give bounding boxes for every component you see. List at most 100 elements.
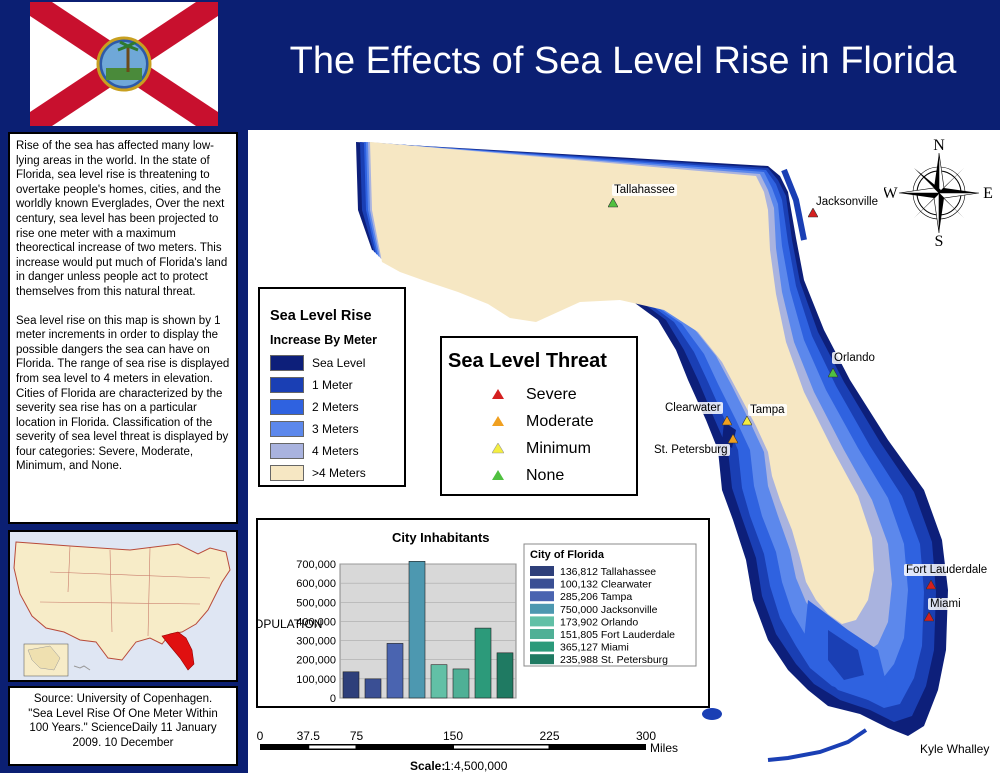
chart-bar-tallahassee: [342, 671, 360, 699]
chart-ytick-label: 600,000: [296, 578, 336, 590]
swatch-4m: [270, 443, 304, 459]
swatch-gt4m: [270, 465, 304, 481]
legend-rise-item: 1 Meter: [270, 377, 353, 397]
city-marker-clearwater[interactable]: [722, 416, 732, 426]
us-locator-map: [8, 530, 238, 682]
chart-legend-swatch: [530, 616, 554, 627]
compass-rose-icon: N S E W: [882, 137, 993, 250]
chart-ytick-label: 0: [330, 693, 336, 705]
swatch-sea-level: [270, 355, 304, 371]
city-label-fort-lauderdale: Fort Lauderdale: [904, 564, 990, 576]
city-marker-tampa[interactable]: [742, 416, 752, 426]
city-label-tampa: Tampa: [748, 404, 787, 416]
florida-flag-icon: [30, 2, 218, 126]
florida-map: [356, 142, 948, 762]
scale-ratio: 1:4,500,000: [444, 759, 508, 773]
chart-legend-label: 235,988 St. Petersburg: [560, 654, 668, 666]
source-line: "Sea Level Rise Of One Meter Within: [28, 707, 218, 720]
chart-ytick-label: 700,000: [296, 559, 336, 571]
city-marker-st-petersburg[interactable]: [728, 434, 738, 444]
scale-tick-label: 300: [636, 729, 656, 743]
swatch-1m: [270, 377, 304, 393]
scale-bar-track: [260, 744, 646, 750]
compass-w: W: [884, 185, 898, 202]
compass-rose: N S E W: [882, 136, 994, 251]
author-credit: Kyle Whalley: [920, 742, 990, 756]
legend-sea-level-threat: Sea Level Threat Severe Moderate Minimum…: [440, 336, 638, 496]
city-marker-fort-lauderdale[interactable]: [926, 580, 936, 590]
title-panel: The Effects of Sea Level Rise in Florida: [246, 0, 1000, 128]
chart-legend-swatch: [530, 654, 554, 665]
city-label-miami: Miami: [928, 598, 963, 610]
chart-bar-tampa: [386, 643, 404, 699]
triangle-none-icon: [492, 470, 504, 480]
chart-ytick-label: 500,000: [296, 597, 336, 609]
city-label-st-petersburg: St. Petersburg: [652, 444, 730, 456]
swatch-2m: [270, 399, 304, 415]
chart-legend-label: 151,805 Fort Lauderdale: [560, 629, 675, 641]
scale-tick-label: 37.5: [297, 729, 321, 743]
scale-tick-label: 75: [350, 729, 364, 743]
chart-ytick-label: 400,000: [296, 616, 336, 628]
chart-legend-swatch: [530, 578, 554, 589]
scale-unit: Miles: [650, 741, 678, 755]
city-inhabitants-chart: City Inhabitants POPULATION 0 100,000 200,…: [248, 518, 710, 708]
chart-legend-label: 365,127 Miami: [560, 642, 629, 654]
triangle-severe-icon: [492, 389, 504, 399]
city-marker-miami[interactable]: [924, 612, 934, 622]
us-map-icon: [10, 532, 236, 680]
compass-n: N: [933, 137, 945, 154]
scale-label: Scale:: [410, 759, 445, 773]
chart-bar-st-petersburg: [496, 652, 514, 699]
chart-ytick-label: 300,000: [296, 636, 336, 648]
chart-ytick-label: 200,000: [296, 655, 336, 667]
legend-sea-level-rise: Sea Level Rise Increase By Meter Sea Lev…: [258, 287, 406, 487]
city-marker-tallahassee[interactable]: [608, 198, 618, 208]
city-marker-orlando[interactable]: [828, 368, 838, 378]
city-label-tallahassee: Tallahassee: [612, 184, 677, 196]
description-panel: Rise of the sea has affected many low-ly…: [8, 132, 238, 524]
source-line: Source: University of Copenhagen.: [33, 693, 213, 705]
chart-legend-swatch: [530, 629, 554, 639]
chart-title: City Inhabitants: [392, 530, 490, 545]
chart-bar-clearwater: [364, 678, 382, 699]
chart-legend-swatch: [530, 566, 554, 576]
city-label-orlando: Orlando: [832, 352, 877, 364]
legend-threat-title: Sea Level Threat: [448, 350, 607, 372]
scale-bar: 0 37.5 75 150 225 300 Miles Scale: 1:4,500,00…: [257, 729, 678, 773]
scale-tick-label: 0: [257, 729, 264, 743]
flag-panel: [0, 0, 246, 128]
chart-bar-fort-lauderdale: [452, 668, 470, 699]
city-marker-jacksonville[interactable]: [808, 208, 818, 218]
description-paragraph: Sea level rise on this map is shown by 1…: [16, 314, 230, 473]
chart-legend-swatch: [530, 603, 554, 614]
legend-rise-title: Sea Level Rise: [270, 308, 372, 324]
swatch-3m: [270, 421, 304, 437]
scale-tick-label: 150: [443, 729, 463, 743]
chart-legend-label: 173,902 Orlando: [560, 616, 638, 628]
city-label-jacksonville: Jacksonville: [814, 196, 880, 208]
source-line: 2009. 10 December: [72, 736, 174, 749]
city-label-clearwater: Clearwater: [663, 402, 723, 414]
compass-e: E: [983, 185, 993, 202]
source-line: 100 Years." ScienceDaily 11 January: [29, 722, 217, 734]
chart-legend-swatch: [530, 591, 554, 602]
chart-bar-orlando: [430, 664, 448, 699]
chart-legend-title: City of Florida: [530, 549, 605, 561]
dry-land: [370, 142, 874, 624]
chart-legend-label: 285,206 Tampa: [560, 591, 632, 603]
legend-rise-item: Sea Level: [270, 355, 365, 375]
map-title: The Effects of Sea Level Rise in Florida: [289, 40, 957, 82]
description-paragraph: Rise of the sea has affected many low-ly…: [16, 140, 228, 298]
chart-legend-swatch: [530, 641, 554, 652]
chart-bar-jacksonville: [408, 561, 426, 699]
scale-tick-label: 225: [539, 729, 559, 743]
scale-bar-segment: [454, 745, 549, 749]
legend-rise-item: >4 Meters: [270, 465, 366, 485]
triangle-minimum-icon: [492, 443, 504, 454]
scale-bar-segment: [309, 745, 356, 749]
source-panel: Source: University of Copenhagen. "Sea L…: [8, 686, 238, 766]
main-map-panel: Tallahassee Jacksonville Orlando Clearwa…: [246, 128, 1000, 773]
legend-rise-item: 4 Meters: [270, 443, 359, 463]
chart-legend-label: 136,812 Tallahassee: [560, 566, 656, 578]
